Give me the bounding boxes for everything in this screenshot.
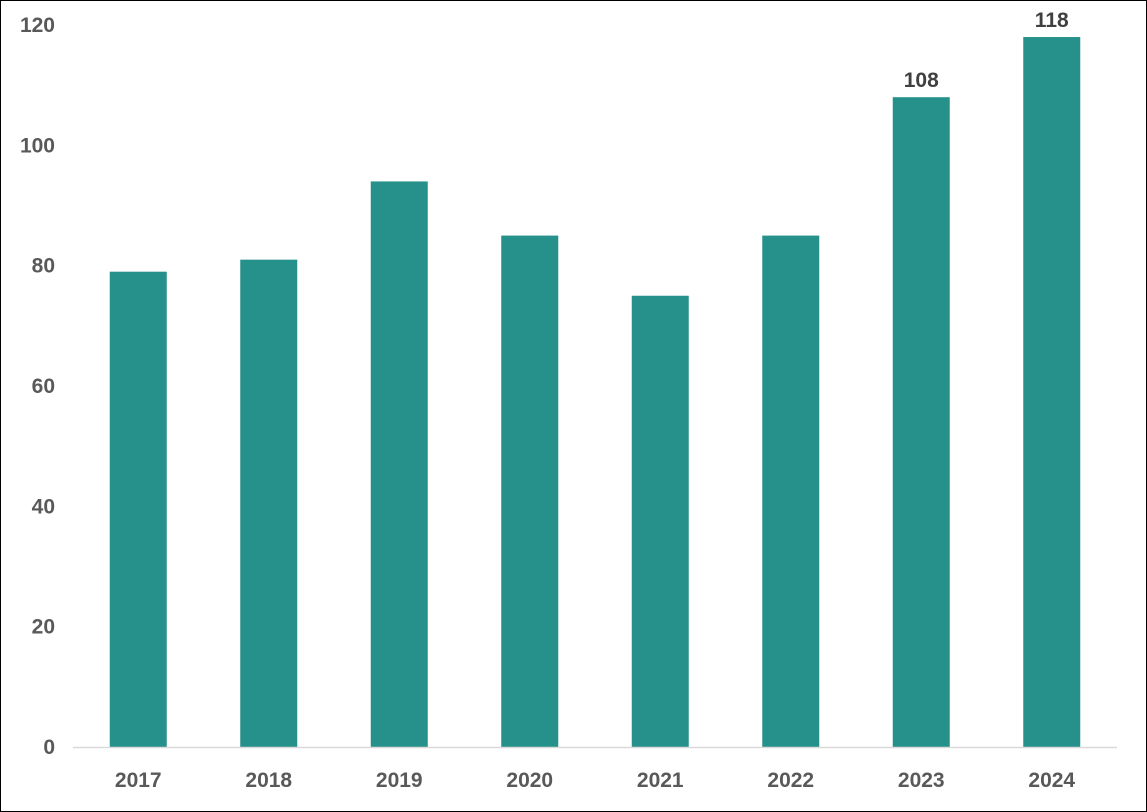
x-tick-label-2020: 2020 xyxy=(506,769,553,792)
x-tick-label-2024: 2024 xyxy=(1028,769,1075,792)
data-labels-group: 108 118 xyxy=(904,9,1069,92)
bar-2022 xyxy=(762,235,820,748)
bar-2018 xyxy=(240,259,298,747)
x-tick-label-2021: 2021 xyxy=(637,769,684,792)
y-tick-label-80: 80 xyxy=(32,255,55,278)
y-tick-label-100: 100 xyxy=(20,134,55,157)
y-axis-tick-labels: 0 20 40 60 80 100 120 xyxy=(20,14,55,759)
x-tick-label-2022: 2022 xyxy=(767,769,814,792)
data-label-2024: 118 xyxy=(1035,9,1069,32)
x-tick-label-2017: 2017 xyxy=(115,769,162,792)
bars-group xyxy=(109,37,1081,748)
x-tick-label-2018: 2018 xyxy=(245,769,292,792)
bar-2021 xyxy=(631,295,689,747)
bar-2024 xyxy=(1023,37,1081,748)
bar-2020 xyxy=(501,235,559,748)
y-tick-label-40: 40 xyxy=(32,495,55,518)
y-tick-label-120: 120 xyxy=(20,14,55,37)
bar-2017 xyxy=(109,271,167,747)
data-label-2023: 108 xyxy=(904,69,939,92)
x-tick-label-2023: 2023 xyxy=(898,769,945,792)
x-tick-label-2019: 2019 xyxy=(376,769,423,792)
bar-2019 xyxy=(370,181,428,747)
x-axis-tick-labels: 2017 2018 2019 2020 2021 2022 2023 2024 xyxy=(115,769,1076,792)
y-tick-label-60: 60 xyxy=(32,375,55,398)
y-tick-label-0: 0 xyxy=(43,736,55,759)
y-tick-label-20: 20 xyxy=(32,616,55,639)
bar-2023 xyxy=(892,97,950,747)
